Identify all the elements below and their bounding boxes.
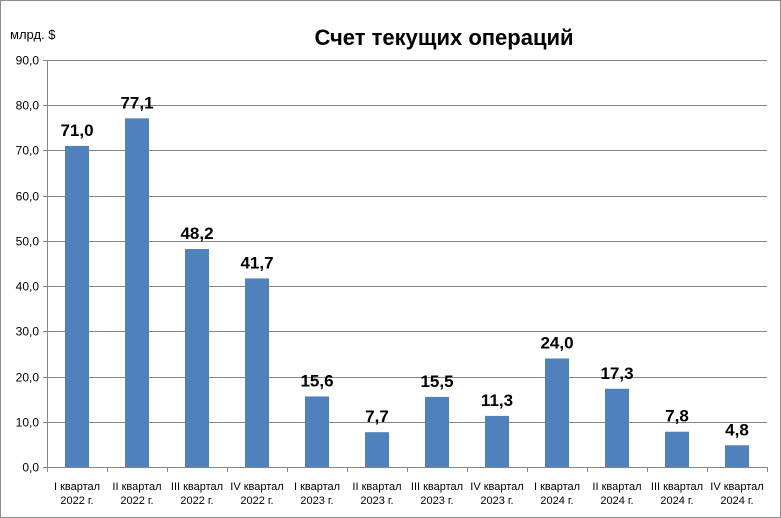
x-tick-label: III квартал — [411, 481, 463, 493]
x-tick-label: 2023 г. — [480, 495, 513, 507]
y-tick-label: 0,0 — [22, 461, 39, 475]
x-tick-label: III квартал — [171, 481, 223, 493]
bar — [125, 118, 149, 467]
bar — [725, 445, 749, 467]
data-labels: 71,0 77,1 48,2 41,7 15,6 7,7 15,5 11,3 24,0 17,3 7… — [60, 93, 748, 439]
x-tick-label: 2023 г. — [360, 495, 393, 507]
x-tick-label: I квартал — [54, 481, 100, 493]
x-tick-label: IV квартал — [470, 481, 523, 493]
chart-title: Счет текущих операций — [314, 25, 573, 50]
x-tick-label: 2024 г. — [540, 495, 573, 507]
bar — [425, 396, 449, 467]
y-tick-label: 20,0 — [16, 371, 40, 385]
x-tick-label: II квартал — [592, 481, 641, 493]
x-tick-label: I квартал — [534, 481, 580, 493]
data-label: 7,7 — [365, 407, 389, 426]
gridlines — [47, 60, 767, 423]
y-axis-ticks: 0,0 10,0 20,0 30,0 40,0 50,0 60,0 70,0 80,0 90,0 — [16, 54, 47, 475]
x-tick-label: 2023 г. — [300, 495, 333, 507]
x-tick-label: II квартал — [112, 481, 161, 493]
x-tick-label: I квартал — [294, 481, 340, 493]
x-tick-label: III квартал — [651, 481, 703, 493]
bar — [245, 278, 269, 467]
bar — [485, 415, 509, 467]
x-tick-label: 2024 г. — [600, 495, 633, 507]
data-label: 24,0 — [540, 333, 573, 352]
y-tick-label: 90,0 — [16, 54, 40, 68]
y-axis-unit-label: млрд. $ — [10, 27, 56, 42]
bars — [65, 118, 749, 467]
x-tick-label: 2022 г. — [60, 495, 93, 507]
x-tick-label: 2023 г. — [420, 495, 453, 507]
x-tick-label: 2022 г. — [120, 495, 153, 507]
data-label: 77,1 — [120, 93, 153, 112]
data-label: 17,3 — [600, 364, 633, 383]
data-label: 11,3 — [481, 391, 513, 410]
y-tick-label: 30,0 — [16, 325, 40, 339]
bar — [365, 432, 389, 467]
x-tick-label: 2022 г. — [180, 495, 213, 507]
x-axis-ticks: I квартал 2022 г. II квартал 2022 г. III ква… — [47, 467, 768, 507]
bar — [185, 249, 209, 467]
x-tick-label: IV квартал — [230, 481, 283, 493]
bar — [65, 145, 89, 467]
y-tick-label: 60,0 — [16, 190, 40, 204]
axes — [47, 60, 767, 468]
x-tick-label: II квартал — [352, 481, 401, 493]
y-tick-label: 10,0 — [16, 416, 40, 430]
x-tick-label: 2022 г. — [240, 495, 273, 507]
y-tick-label: 50,0 — [16, 235, 40, 249]
y-tick-label: 70,0 — [16, 144, 40, 158]
data-label: 4,8 — [725, 420, 749, 439]
y-tick-label: 80,0 — [16, 99, 40, 113]
bar — [545, 358, 569, 467]
bar — [665, 431, 689, 467]
y-tick-label: 40,0 — [16, 280, 40, 294]
x-tick-label: 2024 г. — [720, 495, 753, 507]
bar — [605, 388, 629, 467]
data-label: 41,7 — [240, 253, 273, 272]
x-tick-label: IV квартал — [710, 481, 763, 493]
data-label: 71,0 — [60, 121, 93, 140]
data-label: 7,8 — [665, 407, 689, 426]
data-label: 15,6 — [300, 371, 333, 390]
bar — [305, 396, 329, 467]
data-label: 48,2 — [180, 224, 213, 243]
data-label: 15,5 — [420, 372, 453, 391]
x-tick-label: 2024 г. — [660, 495, 693, 507]
